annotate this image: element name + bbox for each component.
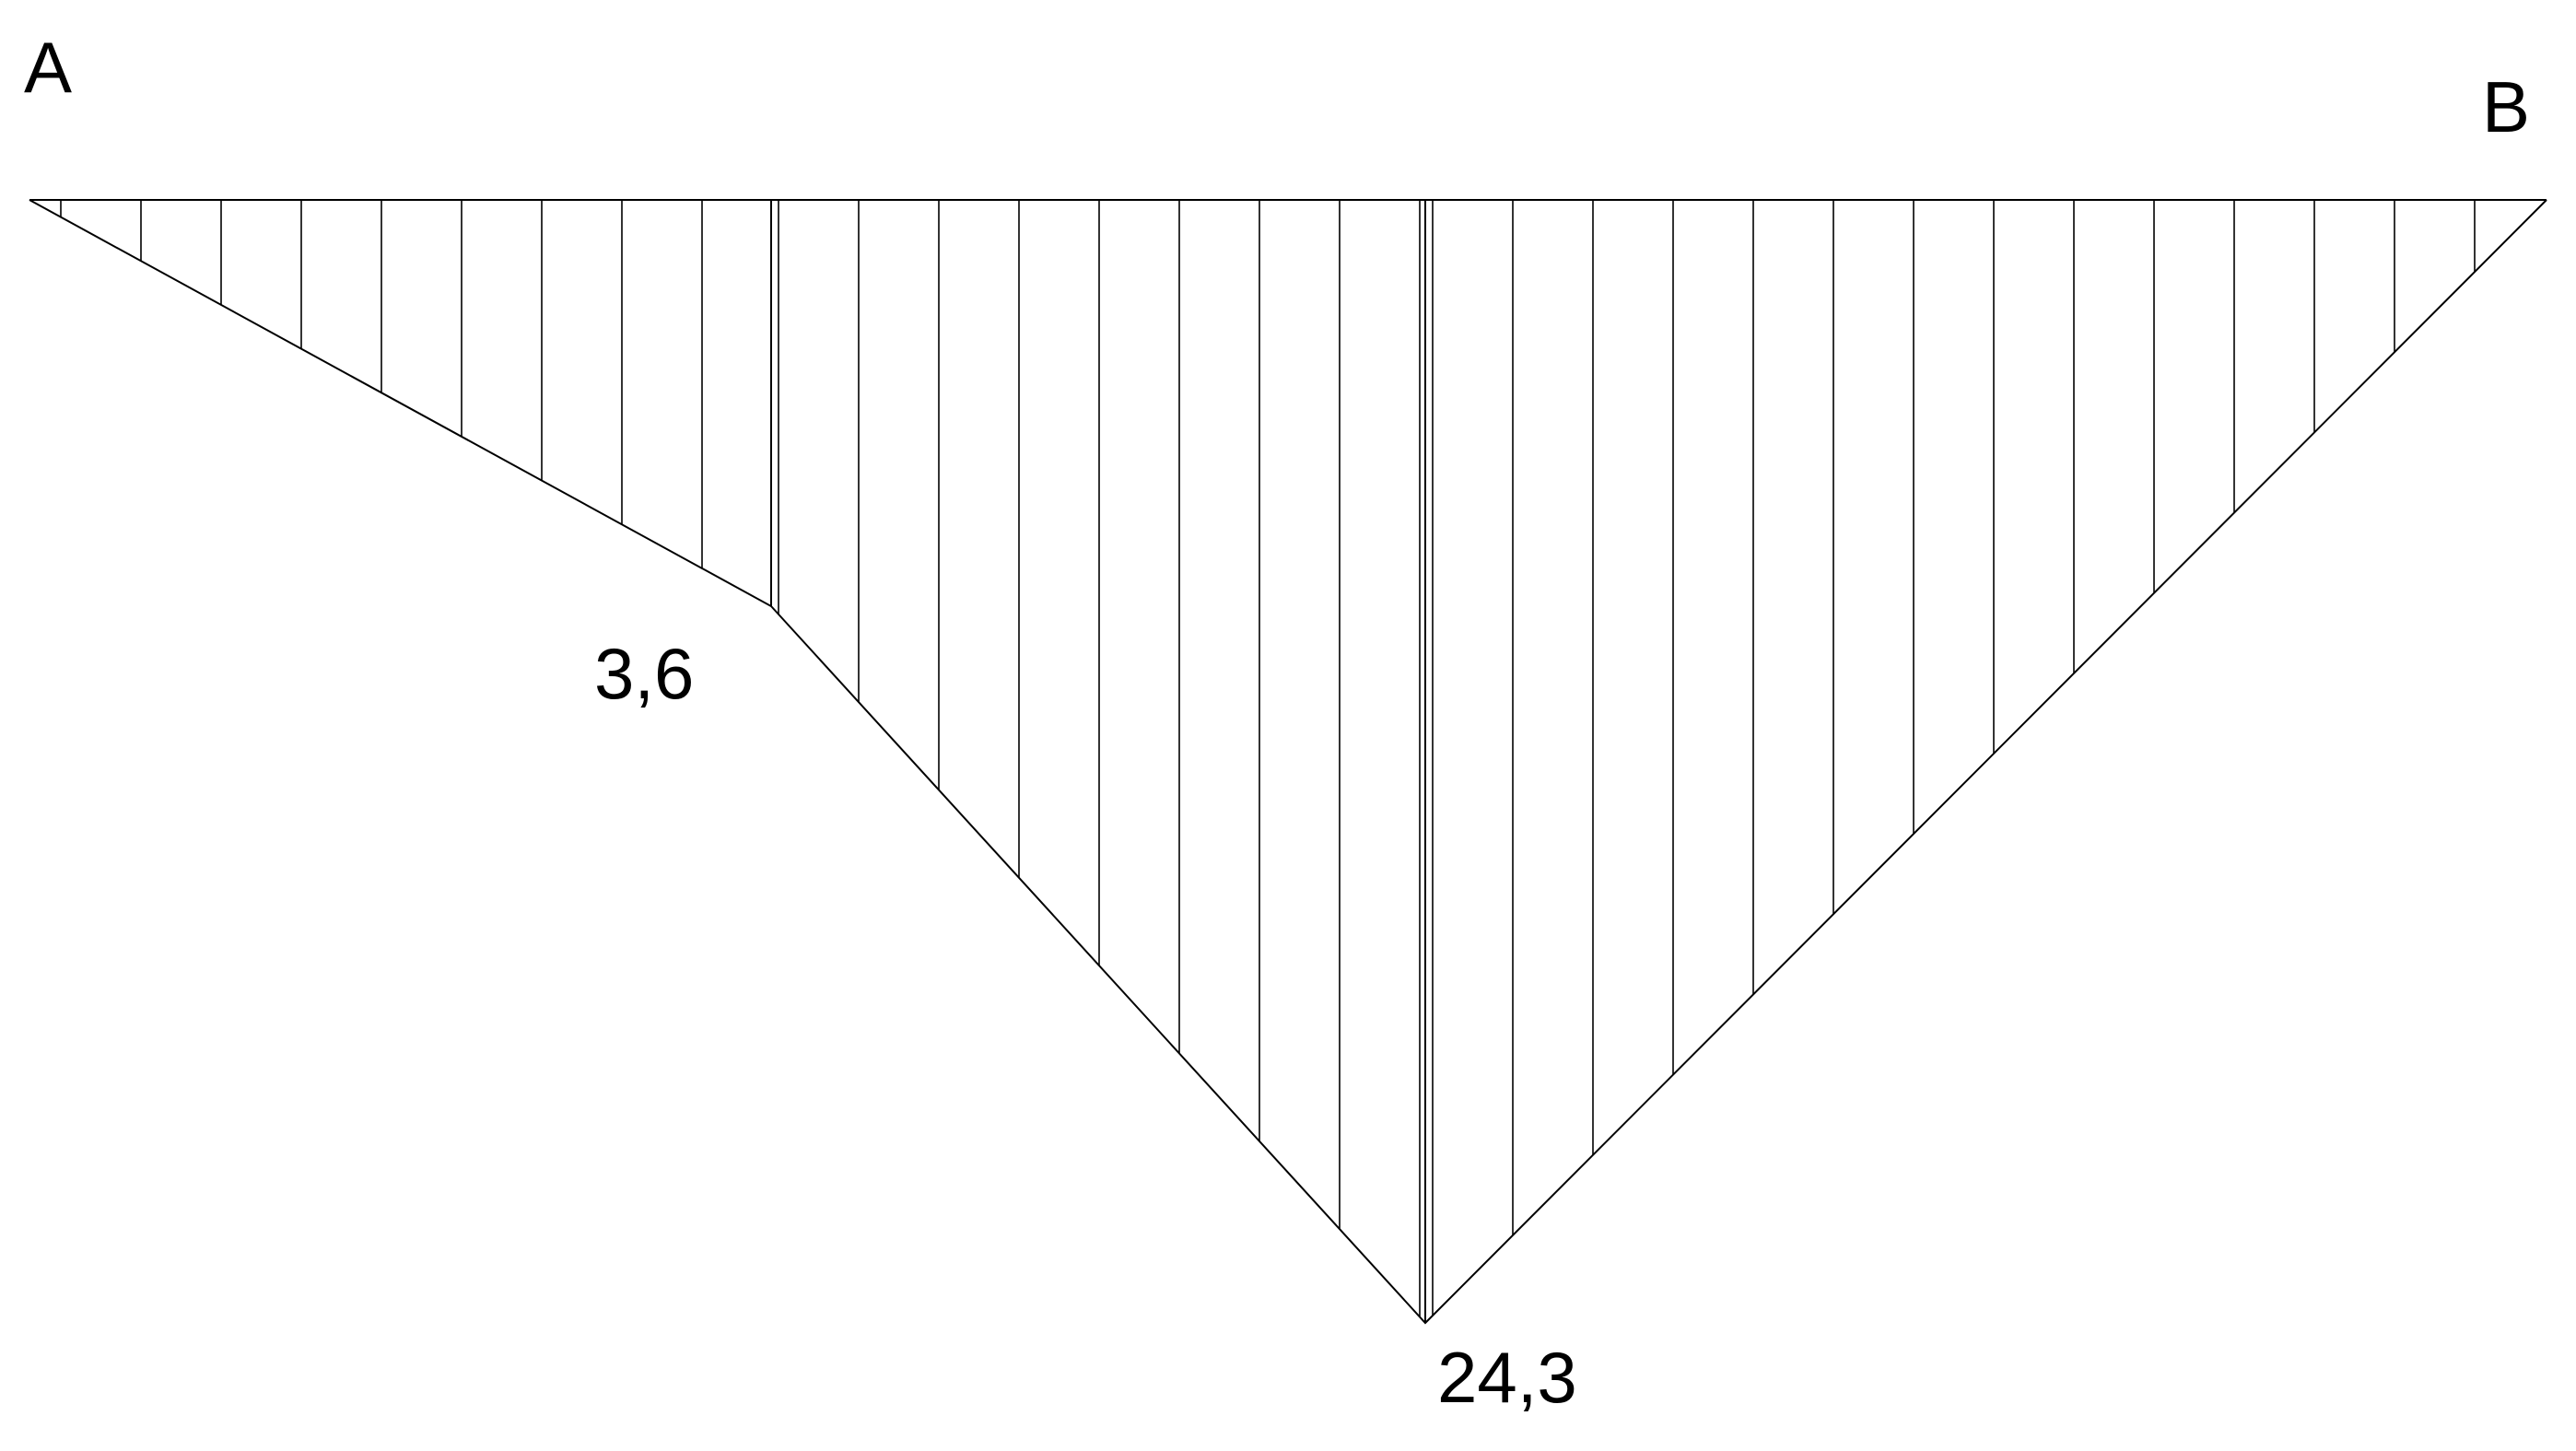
hatch-lines [60, 200, 2476, 1317]
intermediate-value-label: 3,6 [594, 633, 694, 714]
point-b-label: B [2482, 66, 2530, 147]
point-a-label: A [24, 27, 72, 108]
maximum-value-label: 24,3 [1437, 1337, 1577, 1418]
diagram-outline [29, 199, 2547, 1325]
diagram-polygon [29, 199, 2547, 1325]
